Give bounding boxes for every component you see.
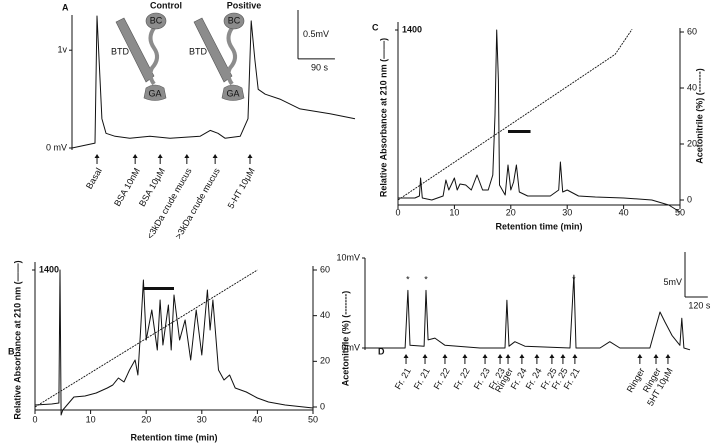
trace [34, 269, 314, 416]
x-tick-label: 30 [562, 207, 572, 217]
stimulus-label: Fr. 22 [432, 366, 452, 391]
stimulus-arrowhead [442, 354, 448, 358]
y2-axis-title: Acetonitrile (%) (-------) [694, 68, 704, 163]
cell-diagram: Positive BC BTD GA [189, 0, 262, 101]
x-axis-title: Retention time (min) [131, 432, 218, 442]
trace [398, 29, 681, 213]
stimulus-arrowhead [482, 354, 488, 358]
y-axis-title: Relative Absorbance at 210 nm (——) [12, 260, 22, 419]
cell-tube [148, 26, 159, 86]
stimulus-arrowhead [665, 354, 671, 358]
y-tick-label: 0 mV [46, 142, 67, 152]
y-tick-label: 10mV [336, 252, 360, 262]
y2-tick-label: 60 [687, 26, 697, 36]
y-tick-label: 0mV [341, 342, 360, 352]
scale-bar-x-label: 120 s [688, 300, 711, 310]
y2-tick-label: 0 [687, 194, 692, 204]
fraction-bar [143, 287, 174, 290]
x-tick-label: 10 [449, 207, 459, 217]
x-tick-label: 0 [32, 414, 37, 424]
stimulus-arrowhead [462, 354, 468, 358]
scale-bar-x-label: 90 s [311, 62, 329, 72]
stimulus-label: 5-HT 10μM [226, 166, 257, 210]
stimulus-label: Fr. 22 [452, 366, 472, 391]
cell-base [221, 84, 245, 101]
cell-band [115, 17, 155, 83]
panel-label: B [8, 346, 15, 356]
stimulus-label: Fr. 21 [393, 366, 413, 391]
acetonitrile-line [397, 28, 633, 201]
stimulus-arrowhead [549, 354, 555, 358]
x-tick-label: 30 [197, 414, 207, 424]
y2-tick-label: 0 [320, 401, 325, 411]
panel-label: C [372, 22, 379, 32]
stimulus-arrowhead [637, 354, 643, 358]
x-tick-label: 20 [506, 207, 516, 217]
stimulus-arrowhead [422, 354, 428, 358]
x-tick-label: 40 [252, 414, 262, 424]
inset-title: Control [150, 0, 182, 10]
stimulus-arrowhead [132, 154, 138, 158]
acetonitrile-line [34, 269, 258, 408]
x-tick-label: 0 [395, 207, 400, 217]
stimulus-arrowhead [157, 154, 163, 158]
trace [71, 15, 356, 149]
peak-marker: * [424, 274, 428, 284]
x-axis-title: Retention time (min) [496, 221, 583, 231]
inset-label: BC [228, 15, 241, 25]
x-tick-label: 50 [675, 207, 685, 217]
trace [365, 274, 691, 351]
scale-bar-y-label: 5mV [663, 277, 682, 287]
inset-title: Positive [227, 0, 262, 10]
y-tick-label: 1400 [39, 264, 59, 274]
cell-tube [226, 26, 237, 86]
y2-tick-label: 20 [687, 138, 697, 148]
inset-label: BC [150, 15, 163, 25]
stimulus-arrowhead [505, 354, 511, 358]
y2-tick-label: 20 [320, 356, 330, 366]
cell-body [223, 12, 245, 30]
x-tick-label: 40 [619, 207, 629, 217]
stimulus-arrowhead [94, 154, 100, 158]
y2-axis-title: Acetonitrile (%) (-------) [340, 291, 350, 386]
panel-label: D [378, 346, 385, 356]
cell-base [143, 84, 167, 101]
x-tick-label: 10 [86, 414, 96, 424]
cell-diagram: Control BC BTD GA [111, 0, 182, 101]
stimulus-arrowhead [497, 354, 503, 358]
stimulus-arrowhead [572, 354, 578, 358]
x-tick-label: 20 [141, 414, 151, 424]
y2-tick-label: 60 [320, 264, 330, 274]
fraction-bar [507, 130, 531, 133]
stimulus-arrowhead [534, 354, 540, 358]
y-tick-label: 1400 [402, 24, 422, 34]
y2-tick-label: 40 [320, 310, 330, 320]
stimulus-label: BSA 10μM [137, 166, 167, 208]
y2-tick-label: 40 [687, 82, 697, 92]
stimulus-arrowhead [519, 354, 525, 358]
scale-bar-y-label: 0.5mV [303, 29, 329, 39]
cell-band [193, 17, 233, 83]
panel-label: A [62, 2, 69, 12]
stimulus-label: Basal [84, 166, 104, 190]
stimulus-label: Fr. 21 [412, 366, 432, 391]
y-axis-title: Relative Absorbance at 210 nm (——) [378, 38, 388, 197]
cell-body [145, 12, 167, 30]
inset-label: BTD [189, 46, 208, 56]
stimulus-arrowhead [247, 154, 253, 158]
x-tick-label: 50 [308, 414, 318, 424]
inset-label: GA [148, 88, 161, 98]
stimulus-arrowhead [403, 354, 409, 358]
peak-marker: * [406, 274, 410, 284]
peak-marker: * [572, 274, 576, 284]
stimulus-arrowhead [184, 154, 190, 158]
inset-label: BTD [111, 46, 130, 56]
inset-label: GA [226, 88, 239, 98]
stimulus-arrowhead [560, 354, 566, 358]
stimulus-arrowhead [212, 154, 218, 158]
y-tick-label: 1v [57, 45, 67, 55]
stimulus-arrowhead [653, 354, 659, 358]
